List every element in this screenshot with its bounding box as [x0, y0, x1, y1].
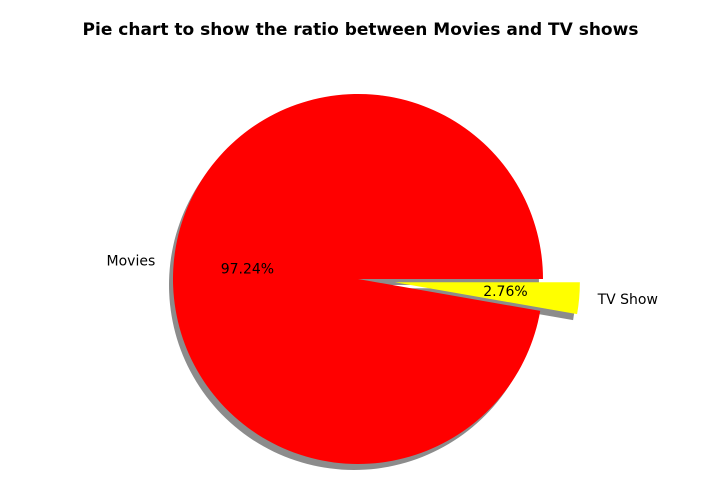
- slice-pct-label-movies: 97.24%: [221, 261, 274, 277]
- pie-slice-movies: [172, 94, 544, 465]
- pie-slice-layer: [172, 94, 580, 465]
- pie-slice-tv-show: [394, 282, 580, 315]
- chart-title: Pie chart to show the ratio between Movi…: [82, 20, 639, 40]
- slice-label-tv-show: TV Show: [597, 292, 658, 308]
- pie-label-layer: Movies 97.24% TV Show 2.76%: [107, 253, 658, 307]
- slice-label-movies: Movies: [107, 253, 156, 269]
- slice-pct-label-tv-show: 2.76%: [483, 284, 527, 300]
